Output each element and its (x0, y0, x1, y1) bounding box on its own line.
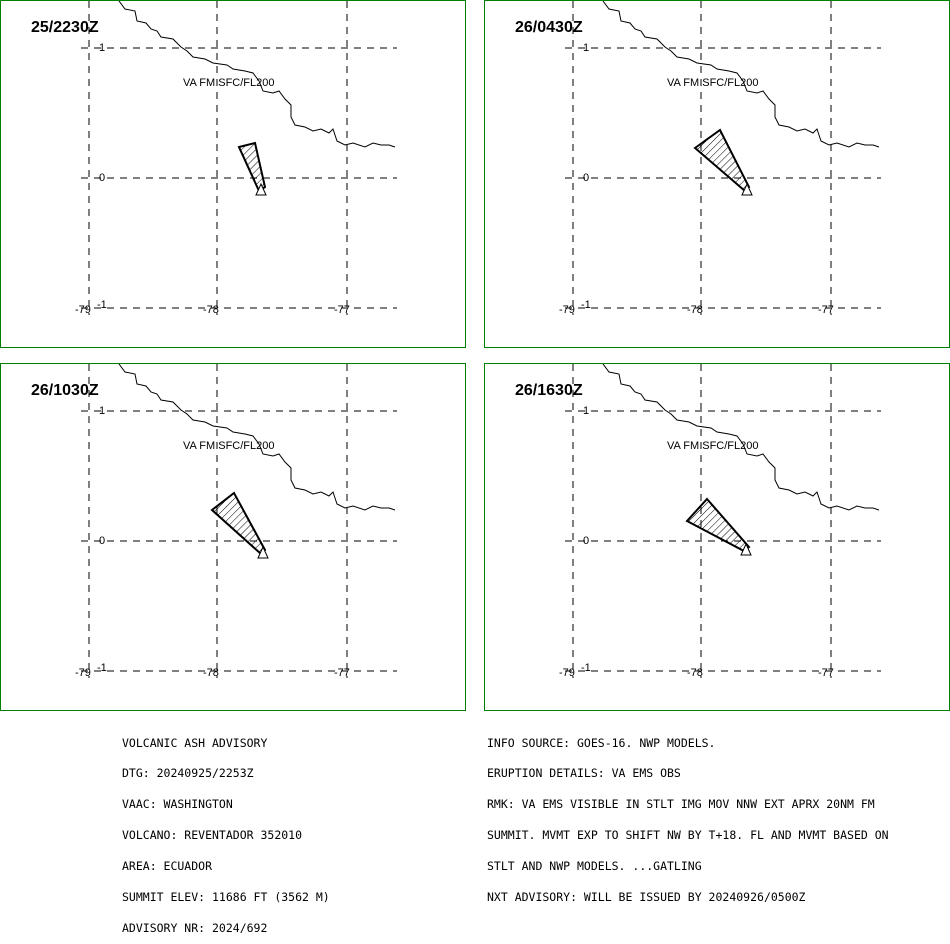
advisory-info-right: INFO SOURCE: GOES-16. NWP MODELS. ERUPTI… (487, 717, 889, 913)
map-graphic (81, 364, 397, 678)
map-graphic (81, 1, 397, 315)
lon-label-minus78: -78 (687, 304, 703, 316)
map-graphic (565, 1, 881, 315)
lat-label-1: 1 (583, 405, 590, 417)
lon-label-minus78: -78 (203, 304, 219, 316)
graticule (565, 1, 881, 315)
advisory-line: AREA: ECUADOR (122, 859, 213, 874)
advisory-line: VAAC: WASHINGTON (122, 797, 233, 812)
volcano-icon (740, 542, 752, 556)
lon-label-minus77: -77 (334, 304, 350, 316)
forecast-panel-t18: 26/1630Z VA FM SFC/FL200 1 0 -1 -79 -78 … (484, 363, 950, 711)
coastline (602, 1, 880, 148)
panel-time-label: 26/0430Z (515, 19, 583, 36)
advisory-line: ERUPTION DETAILS: VA EMS OBS (487, 766, 681, 781)
advisory-line: ADVISORY NR: 2024/692 (122, 920, 268, 935)
advisory-line: SUMMIT. MVMT EXP TO SHIFT NW BY T+18. FL… (487, 828, 889, 843)
lat-label-minus1: -1 (97, 662, 107, 674)
lat-label-0: 0 (583, 172, 590, 184)
lat-label-1: 1 (99, 405, 106, 417)
lat-label-1: 1 (583, 42, 590, 54)
lon-label-minus77: -77 (334, 667, 350, 679)
ash-level-label: VA FM SFC/FL200 (667, 440, 759, 452)
forecast-panel-t12: 26/1030Z VA FM SFC/FL200 1 0 -1 -79 -78 … (0, 363, 466, 711)
advisory-line: STLT AND NWP MODELS. ...GATLING (487, 859, 702, 874)
advisory-line: RMK: VA EMS VISIBLE IN STLT IMG MOV NNW … (487, 797, 875, 812)
volcano-icon (255, 182, 267, 196)
advisory-line: VOLCANO: REVENTADOR 352010 (122, 828, 303, 843)
lon-label-minus77: -77 (818, 667, 834, 679)
advisory-line: INFO SOURCE: GOES-16. NWP MODELS. (487, 735, 716, 750)
advisory-line: SUMMIT ELEV: 11686 FT (3562 M) (122, 890, 330, 905)
lon-label-minus78: -78 (687, 667, 703, 679)
lon-label-minus79: -79 (75, 304, 91, 316)
lon-label-minus79: -79 (559, 667, 575, 679)
lat-label-0: 0 (583, 535, 590, 547)
panel-time-label: 26/1630Z (515, 382, 583, 399)
map-graphic (565, 364, 881, 678)
panel-time-label: 26/1030Z (31, 382, 99, 399)
ash-level-label: VA FM SFC/FL200 (183, 440, 275, 452)
ash-cloud-polygon (237, 141, 267, 193)
ash-level-label: VA FM SFC/FL200 (667, 77, 759, 89)
forecast-panel-t0: 25/2230Z VA FM SFC/FL200 1 0 -1 -79 -78 … (0, 0, 466, 348)
ash-level-label: VA FM SFC/FL200 (183, 77, 275, 89)
lat-label-minus1: -1 (581, 662, 591, 674)
advisory-line: VOLCANIC ASH ADVISORY (122, 735, 268, 750)
ash-cloud-polygon (685, 497, 751, 553)
panel-time-label: 25/2230Z (31, 19, 99, 36)
coastline (602, 364, 880, 511)
graticule (81, 364, 397, 678)
coastline (118, 364, 396, 511)
lat-label-1: 1 (99, 42, 106, 54)
coastline (118, 1, 396, 148)
volcano-icon (257, 545, 269, 559)
advisory-line: NXT ADVISORY: WILL BE ISSUED BY 20240926… (487, 890, 806, 905)
volcano-icon (741, 182, 753, 196)
lon-label-minus79: -79 (559, 304, 575, 316)
ash-cloud-polygon (693, 128, 751, 193)
lat-label-0: 0 (99, 535, 106, 547)
lon-label-minus79: -79 (75, 667, 91, 679)
forecast-panel-t6: 26/0430Z VA FM SFC/FL200 1 0 -1 -79 -78 … (484, 0, 950, 348)
lat-label-minus1: -1 (97, 299, 107, 311)
lat-label-minus1: -1 (581, 299, 591, 311)
advisory-info-left: VOLCANIC ASH ADVISORY DTG: 20240925/2253… (122, 717, 330, 944)
advisory-line: DTG: 20240925/2253Z (122, 766, 254, 781)
lat-label-0: 0 (99, 172, 106, 184)
graticule (81, 1, 397, 315)
ash-cloud-polygon (210, 491, 267, 556)
lon-label-minus78: -78 (203, 667, 219, 679)
lon-label-minus77: -77 (818, 304, 834, 316)
